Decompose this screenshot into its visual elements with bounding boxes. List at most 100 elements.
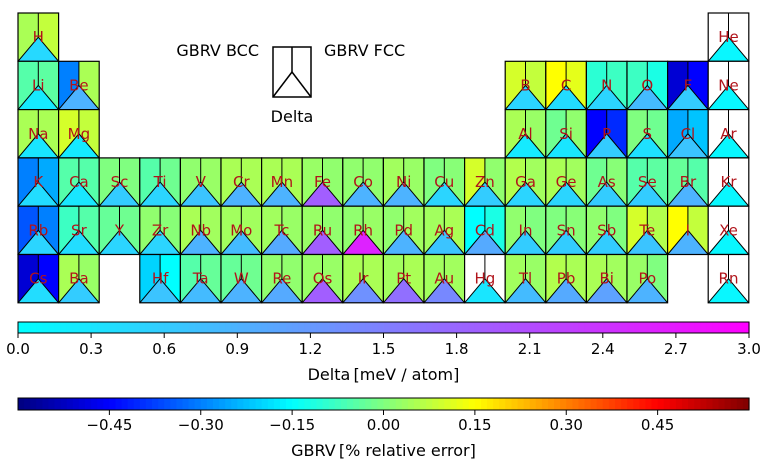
delta-triangle — [505, 182, 546, 207]
delta-triangle — [708, 182, 749, 207]
delta-triangle — [464, 278, 506, 303]
cell-diagonal-left — [98, 181, 120, 207]
element-symbol: Ir — [358, 270, 369, 288]
cell-diagonal-left — [383, 181, 405, 207]
delta-triangle — [424, 230, 465, 255]
cell-diagonal-right — [281, 181, 303, 207]
delta-colorbar-segment — [395, 322, 403, 333]
element-symbol: Co — [353, 173, 373, 191]
gbrv-colorbar-segment — [584, 398, 592, 410]
cell-diagonal-left — [667, 85, 689, 110]
element-symbol: Re — [272, 270, 291, 288]
delta-tick-label: 0.9 — [225, 340, 249, 358]
delta-colorbar-segment — [383, 322, 391, 333]
cell-diagonal-left — [667, 181, 689, 207]
delta-triangle — [667, 182, 709, 207]
delta-triangle — [99, 182, 140, 207]
gbrv-colorbar-segment — [487, 398, 494, 410]
gbrv-colorbar-segment — [200, 398, 208, 410]
cell-diagonal-left — [464, 230, 486, 255]
delta-triangle — [18, 182, 59, 207]
cell-diagonal-left — [139, 278, 161, 304]
cell-diagonal-right — [200, 230, 222, 255]
gbrv-colorbar-segment — [480, 398, 488, 410]
delta-triangle — [342, 278, 384, 303]
delta-colorbar-segment — [517, 322, 525, 333]
element-cell-ba: Ba — [57, 253, 100, 304]
gbrv-colorbar-segment — [554, 398, 561, 410]
cell-diagonal-left — [58, 230, 80, 255]
gbrv-colorbar-segment — [742, 398, 750, 410]
delta-colorbar-segment — [627, 322, 634, 333]
cell-diagonal-left — [707, 133, 729, 159]
element-symbol: Ga — [515, 173, 536, 191]
cell-diagonal-right — [728, 36, 750, 62]
delta-colorbar-segment — [718, 322, 726, 333]
cell-diagonal-right — [565, 230, 587, 255]
element-cell-ar: Ar — [707, 108, 750, 159]
gbrv-colorbar-segment — [346, 398, 354, 410]
element-cell-pb: Pb — [545, 253, 587, 304]
delta-colorbar-segment — [121, 322, 129, 333]
delta-colorbar-segment — [621, 322, 628, 333]
element-symbol: He — [718, 28, 739, 46]
element-symbol: Cl — [681, 125, 696, 143]
gbrv-colorbar-segment — [706, 398, 714, 410]
cell-diagonal-right — [484, 181, 506, 207]
delta-triangle — [221, 278, 262, 303]
delta-colorbar-segment — [30, 322, 37, 333]
element-cell-mn: Mn — [261, 157, 303, 207]
cell-diagonal-right — [78, 230, 100, 255]
cell-diagonal-left — [342, 181, 364, 207]
element-symbol: Tc — [273, 221, 289, 239]
gbrv-colorbar-segment — [334, 398, 342, 410]
delta-colorbar-segment — [212, 322, 220, 333]
gbrv-colorbar-segment — [462, 398, 470, 410]
delta-colorbar-segment — [85, 322, 92, 333]
cell-diagonal-right — [606, 133, 628, 159]
element-symbol: Si — [559, 125, 573, 143]
gbrv-colorbar-segment — [688, 398, 695, 410]
delta-colorbar-segment — [426, 322, 433, 333]
element-symbol: Pd — [394, 221, 413, 239]
element-symbol: C — [561, 76, 571, 94]
cell-diagonal-left — [545, 133, 567, 159]
gbrv-colorbar-segment — [279, 398, 287, 410]
gbrv-colorbar-segment — [182, 398, 190, 410]
element-cell-xe: Xe — [707, 205, 750, 256]
element-symbol: Mg — [68, 125, 90, 143]
cell-border — [707, 253, 750, 304]
cell-diagonal-left — [626, 181, 648, 207]
delta-triangle — [667, 230, 709, 255]
delta-colorbar-segment — [474, 322, 482, 333]
cell-diagonal-left — [220, 230, 242, 255]
delta-colorbar-segment — [206, 322, 214, 333]
gbrv-colorbar-segment — [657, 398, 665, 410]
element-cell-ne: Ne — [707, 60, 750, 111]
gbrv-colorbar-segment — [407, 398, 415, 410]
element-cell-c: C — [545, 60, 587, 111]
delta-triangle — [58, 182, 100, 207]
gbrv-colorbar-segment — [72, 398, 80, 410]
cell-diagonal-left — [586, 230, 608, 255]
cell-diagonal-right — [606, 278, 628, 304]
delta-colorbar-segment — [413, 322, 421, 333]
delta-triangle — [708, 85, 749, 110]
gbrv-colorbar-segment — [158, 398, 165, 410]
delta-tick-label: 1.5 — [372, 340, 396, 358]
element-symbol: B — [520, 76, 530, 94]
element-symbol: Be — [69, 76, 89, 94]
element-symbol: Ba — [69, 270, 88, 288]
delta-colorbar-segment — [359, 322, 366, 333]
gbrv-colorbar-segment — [145, 398, 153, 410]
element-cell-re: Re — [261, 253, 303, 304]
element-cell-v: V — [179, 157, 222, 207]
delta-triangle — [139, 278, 181, 303]
delta-triangle — [667, 133, 709, 158]
cell-diagonal-right — [159, 230, 181, 255]
gbrv-colorbar-segment — [718, 398, 726, 410]
cell-border — [626, 253, 669, 304]
gbrv-colorbar-segment — [377, 398, 385, 410]
gbrv-colorbar-segment — [675, 398, 683, 410]
gbrv-tick-label: 0.30 — [550, 416, 583, 434]
